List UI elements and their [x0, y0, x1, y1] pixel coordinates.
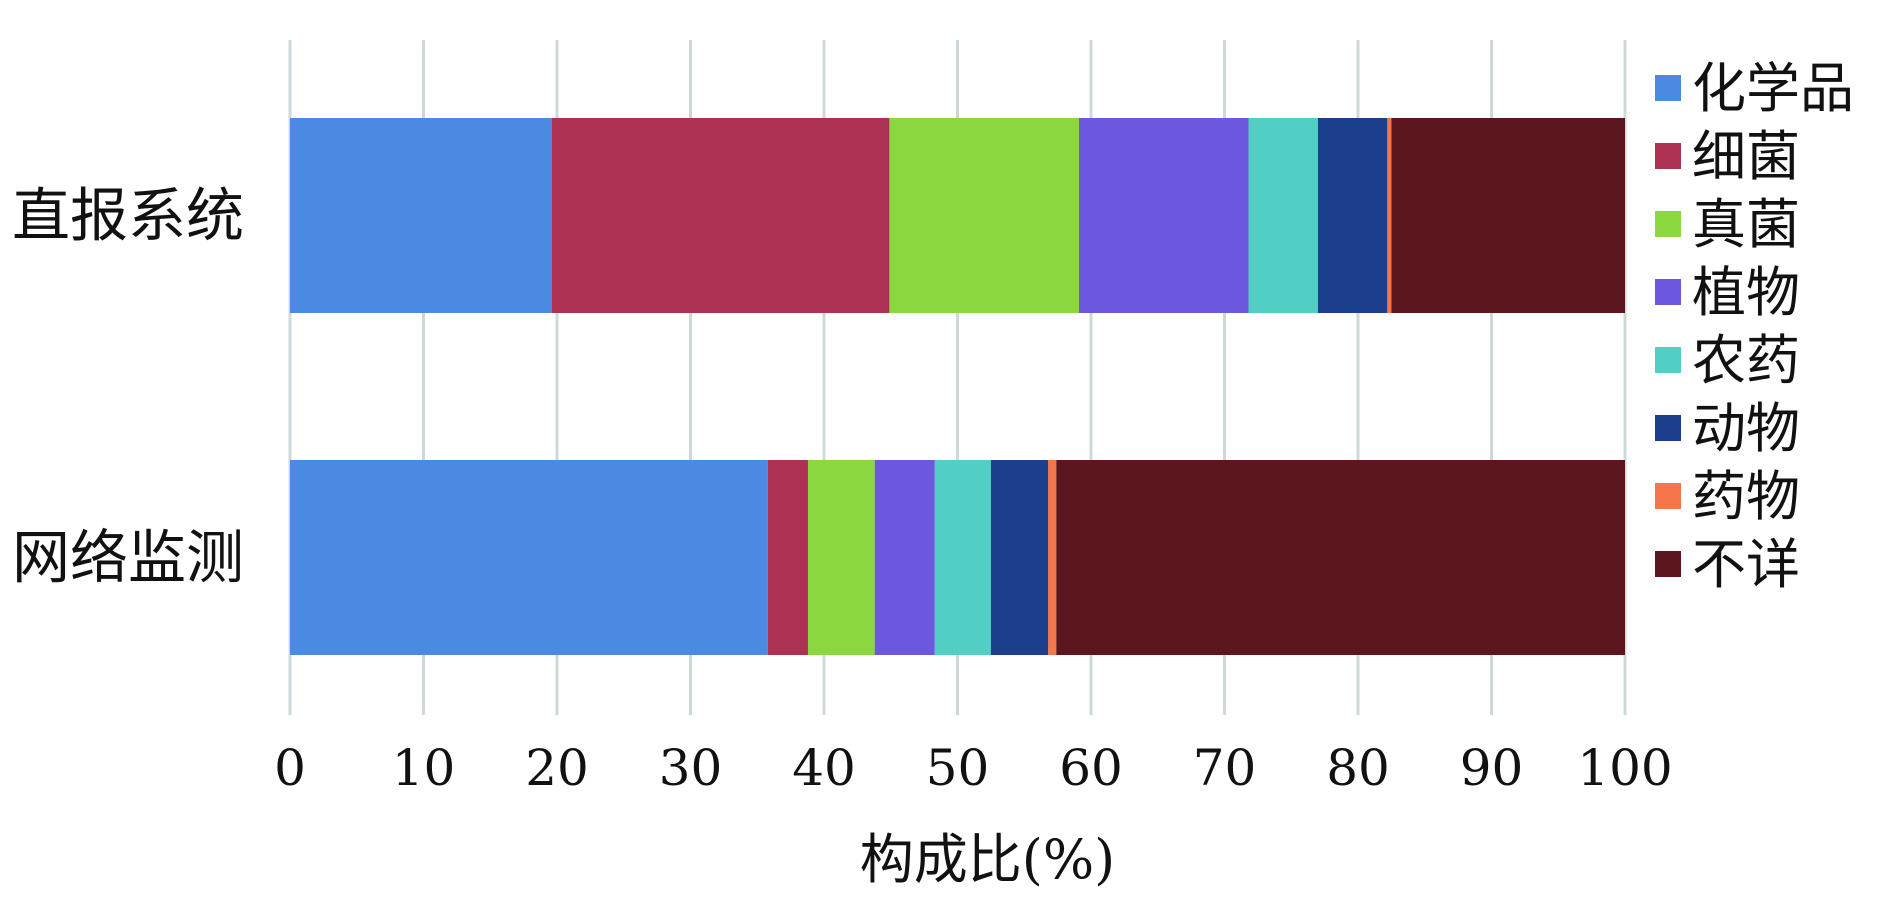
bars [290, 118, 1625, 655]
legend-label: 药物 [1692, 465, 1800, 528]
legend-label: 细菌 [1692, 125, 1800, 188]
bar-segment [990, 460, 1049, 655]
legend-label: 化学品 [1692, 57, 1854, 120]
bar-segment [1387, 118, 1392, 313]
legend-label: 农药 [1692, 329, 1800, 392]
bar-segment [1078, 118, 1249, 313]
legend-label: 真菌 [1692, 193, 1800, 256]
bar-segment [889, 118, 1079, 313]
legend-swatch [1655, 279, 1681, 305]
bar-segment [290, 460, 768, 655]
x-tick-label: 20 [525, 739, 589, 797]
x-tick-label: 40 [792, 739, 856, 797]
bar-segment [934, 460, 991, 655]
bar-segment [1048, 460, 1057, 655]
bar-segment [767, 460, 808, 655]
x-tick-label: 90 [1460, 739, 1524, 797]
legend-label: 动物 [1692, 397, 1800, 460]
category-label: 网络监测 [12, 524, 244, 592]
legend-label: 不详 [1692, 533, 1800, 596]
bar-segment [290, 118, 552, 313]
legend-swatch [1655, 143, 1681, 169]
legend-swatch [1655, 483, 1681, 509]
x-tick-label: 60 [1059, 739, 1123, 797]
legend-swatch [1655, 415, 1681, 441]
bar-segment [1317, 118, 1388, 313]
legend-swatch [1655, 551, 1681, 577]
x-tick-label: 30 [659, 739, 723, 797]
bar-segment [1391, 118, 1625, 313]
legend-label: 植物 [1692, 261, 1800, 324]
x-axis-title: 构成比(%) [860, 828, 1115, 891]
x-tick-label: 50 [926, 739, 990, 797]
bar-segment [551, 118, 890, 313]
legend-swatch [1655, 211, 1681, 237]
x-tick-label: 0 [274, 739, 306, 797]
bar-segment [1056, 460, 1625, 655]
x-tick-label: 100 [1577, 739, 1672, 797]
x-tick-label: 70 [1193, 739, 1257, 797]
bar-segment [807, 460, 875, 655]
bar-segment [874, 460, 935, 655]
bar-segment [1248, 118, 1318, 313]
legend-swatch [1655, 347, 1681, 373]
category-label: 直报系统 [12, 182, 244, 250]
x-tick-label: 10 [392, 739, 456, 797]
legend-swatch [1655, 75, 1681, 101]
x-tick-labels: 0 10 20 30 40 50 60 70 80 90 100 [274, 739, 1673, 797]
x-tick-label: 80 [1326, 739, 1390, 797]
